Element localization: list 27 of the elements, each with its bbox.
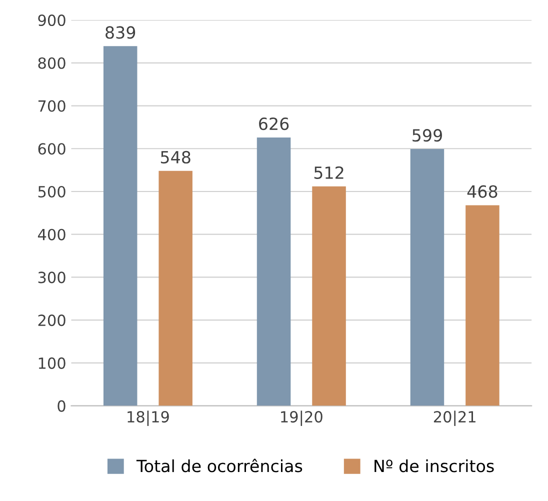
y-tick-label: 200 <box>38 314 66 326</box>
data-label: 599 <box>412 129 442 142</box>
y-tick-label: 300 <box>38 272 66 284</box>
bar <box>312 186 346 406</box>
bar <box>158 170 192 406</box>
data-label: 468 <box>467 185 498 198</box>
legend-label: Nº de inscritos <box>374 459 494 472</box>
y-tick-label: 800 <box>38 57 66 69</box>
x-tick-label: 18|19 <box>128 410 169 426</box>
data-label: 548 <box>160 150 190 164</box>
y-tick-label: 0 <box>58 400 66 412</box>
y-tick-label: 100 <box>38 357 66 369</box>
y-tick-label: 400 <box>38 228 66 240</box>
data-label: 839 <box>106 26 136 39</box>
y-tick-label: 900 <box>38 14 66 26</box>
legend-label: Total de ocorrências <box>136 458 302 472</box>
x-tick-label: 20|21 <box>434 410 476 426</box>
y-tick-label: 500 <box>38 186 66 198</box>
data-label: 512 <box>314 166 344 179</box>
y-tick-label: 700 <box>38 100 66 112</box>
x-tick-label: 19|20 <box>281 410 322 426</box>
bar <box>256 137 291 406</box>
bar <box>103 46 138 406</box>
bar <box>466 205 500 406</box>
bar <box>410 149 444 406</box>
y-tick-label: 600 <box>38 143 66 155</box>
data-label: 626 <box>259 117 289 130</box>
